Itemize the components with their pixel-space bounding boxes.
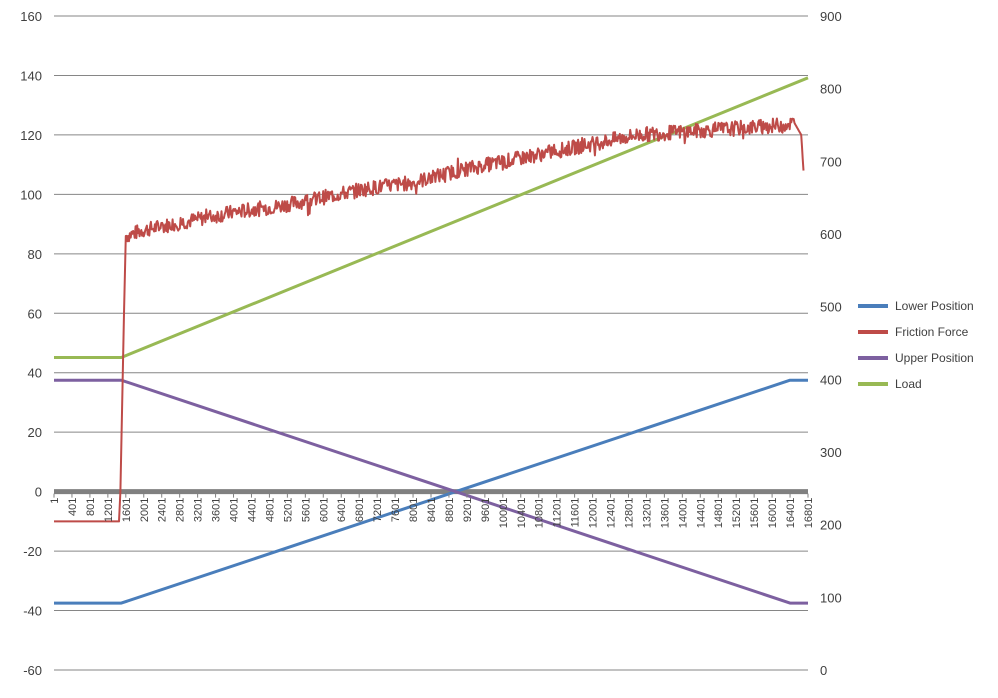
y-tick-label: -60: [23, 663, 42, 678]
y-tick-label: 120: [20, 128, 42, 143]
y-tick-label: 20: [28, 425, 42, 440]
legend-swatch: [858, 304, 888, 308]
x-tick-label: 15601: [749, 498, 761, 529]
y2-tick-label: 600: [820, 227, 842, 242]
x-tick-label: 7201: [372, 498, 384, 522]
x-tick-label: 4001: [229, 498, 241, 522]
legend-label: Upper Position: [895, 351, 974, 365]
x-tick-label: 14401: [695, 498, 707, 529]
y-tick-label: -40: [23, 604, 42, 619]
y2-tick-label: 0: [820, 663, 827, 678]
left-axis-ticks: 160 140 120 100 80 60 40 20 0 -20 -40 -60: [20, 9, 42, 678]
y2-tick-label: 700: [820, 154, 842, 169]
legend-label: Load: [895, 377, 922, 391]
legend-item-lower-position: Lower Position: [858, 293, 974, 319]
x-tick-label: 15201: [731, 498, 743, 529]
y-tick-label: -20: [23, 544, 42, 559]
x-tick-label: 10401: [516, 498, 528, 529]
x-tick-label: 6401: [336, 498, 348, 522]
right-axis-ticks: 900 800 700 600 500 400 300 200 100 0: [820, 9, 842, 678]
x-tick-label: 6001: [318, 498, 330, 522]
x-tick-label: 16801: [803, 498, 815, 529]
legend-swatch: [858, 382, 888, 386]
legend-item-upper-position: Upper Position: [858, 345, 974, 371]
y-tick-label: 100: [20, 187, 42, 202]
legend-item-load: Load: [858, 371, 974, 397]
x-tick-label: 2001: [139, 498, 151, 522]
x-tick-label: 8401: [426, 498, 438, 522]
x-tick-label: 4401: [246, 498, 258, 522]
x-tick-label: 5201: [282, 498, 294, 522]
legend-label: Lower Position: [895, 299, 974, 313]
x-tick-label: 3601: [211, 498, 223, 522]
y2-tick-label: 300: [820, 445, 842, 460]
x-tick-label: 2801: [175, 498, 187, 522]
y-tick-label: 40: [28, 366, 42, 381]
legend: Lower Position Friction Force Upper Posi…: [858, 293, 974, 397]
x-tick-label: 1201: [103, 498, 115, 522]
y-tick-label: 0: [35, 485, 42, 500]
x-tick-label: 7601: [390, 498, 402, 522]
x-tick-label: 11601: [570, 498, 582, 528]
legend-swatch: [858, 356, 888, 360]
series-line-load: [54, 76, 809, 359]
series-line-upper-position: [54, 378, 808, 605]
x-tick-label: 1: [49, 498, 61, 504]
legend-label: Friction Force: [895, 325, 969, 339]
y2-tick-label: 400: [820, 372, 842, 387]
x-tick-label: 5601: [300, 498, 312, 522]
x-tick-label: 8001: [408, 498, 420, 522]
x-tick-label: 12401: [606, 498, 618, 529]
x-tick-label: 14001: [677, 498, 689, 529]
grid-lines: [54, 15, 808, 671]
y2-tick-label: 800: [820, 82, 842, 97]
plot-area: [53, 76, 809, 605]
x-tick-label: 1601: [121, 498, 133, 522]
legend-item-friction-force: Friction Force: [858, 319, 974, 345]
x-tick-label: 9601: [480, 498, 492, 522]
y-tick-label: 60: [28, 306, 42, 321]
y2-tick-label: 100: [820, 590, 842, 605]
x-tick-label: 401: [67, 498, 79, 516]
y-tick-label: 140: [20, 68, 42, 83]
x-tick-label: 16001: [767, 498, 779, 529]
legend-swatch: [858, 330, 888, 334]
x-tick-label: 16401: [785, 498, 797, 529]
y2-tick-label: 200: [820, 518, 842, 533]
x-tick-label: 10001: [498, 498, 510, 529]
y-tick-label: 160: [20, 9, 42, 24]
x-axis-ticks: 1 401 801 1201 1601 2001 2401 2801 3201 3601 4001 4…: [49, 493, 815, 529]
x-tick-label: 12001: [588, 498, 600, 529]
x-tick-label: 801: [85, 498, 97, 516]
x-tick-label: 9201: [462, 498, 474, 522]
y2-tick-label: 500: [820, 300, 842, 315]
x-tick-label: 13201: [641, 498, 653, 529]
x-tick-label: 4801: [264, 498, 276, 522]
x-tick-label: 10801: [534, 498, 546, 529]
x-tick-label: 12801: [623, 498, 635, 529]
x-tick-label: 13601: [659, 498, 671, 529]
x-tick-label: 2401: [157, 498, 169, 522]
x-tick-label: 14801: [713, 498, 725, 529]
x-tick-label: 6801: [354, 498, 366, 522]
x-tick-label: 11201: [552, 498, 564, 528]
y-tick-label: 80: [28, 247, 42, 262]
x-tick-label: 8801: [444, 498, 456, 522]
x-tick-label: 3201: [193, 498, 205, 522]
y2-tick-label: 900: [820, 9, 842, 24]
series-line-friction-force: [53, 117, 805, 523]
